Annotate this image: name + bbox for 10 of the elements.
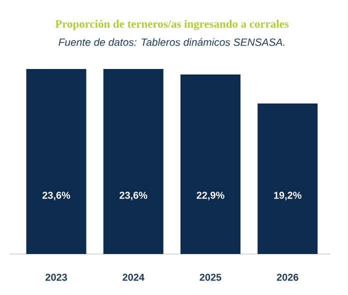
data-label: 19,2% bbox=[274, 192, 302, 200]
data-label: 22,9% bbox=[196, 192, 224, 200]
x-tick-label: 2023 bbox=[46, 274, 67, 281]
x-tick-label: 2024 bbox=[122, 274, 144, 281]
chart-subtitle: Fuente de datos: Tableros dinámicos SENSASA. bbox=[58, 38, 284, 46]
data-label: 23,6% bbox=[42, 192, 70, 200]
data-label: 23,6% bbox=[120, 192, 148, 200]
x-tick-label: 2025 bbox=[200, 274, 222, 281]
chart-title: Proporción de terneros/as ingresando a corrales bbox=[55, 20, 289, 30]
x-tick-label: 2026 bbox=[276, 274, 298, 281]
